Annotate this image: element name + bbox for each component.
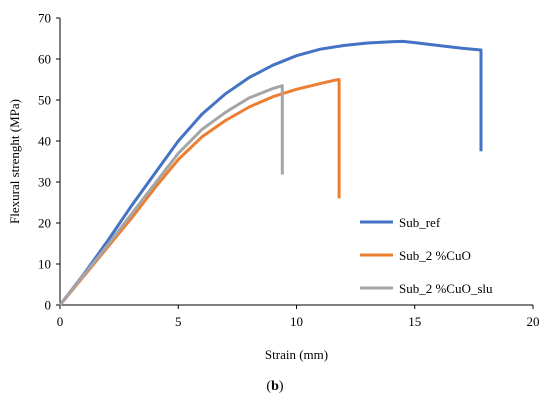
caption-letter: b (271, 379, 279, 394)
y-tick-label: 40 (38, 134, 51, 149)
y-axis-title: Flexural strenght (MPa) (7, 99, 22, 224)
y-tick-label: 50 (38, 93, 51, 108)
flexural-strength-chart: 0 5 10 15 20 0 10 20 30 40 50 60 70 Strain (mm) Flexur… (7, 11, 540, 363)
x-tick-label: 20 (527, 314, 540, 329)
series-layer (58, 39, 483, 306)
series-line-1 (58, 39, 483, 306)
caption-close: ) (278, 379, 284, 394)
x-tick-label: 5 (175, 314, 182, 329)
x-tick-label: 15 (408, 314, 421, 329)
y-tick-label: 10 (38, 257, 51, 272)
legend: Sub_ref Sub_2 %CuO Sub_2 %CuO_slu (360, 215, 493, 296)
y-tick-label: 60 (38, 52, 51, 67)
series-line-3 (58, 84, 284, 306)
legend-label: Sub_ref (399, 215, 441, 230)
y-tick-label: 20 (38, 216, 51, 231)
legend-label: Sub_2 %CuO_slu (399, 281, 493, 296)
y-tick-label: 30 (38, 175, 51, 190)
x-axis-title: Strain (mm) (265, 347, 328, 362)
x-tick-label: 10 (290, 314, 303, 329)
x-tick-label: 0 (57, 314, 64, 329)
caption-open: ( (266, 379, 272, 394)
y-tick-label: 0 (45, 298, 52, 313)
legend-label: Sub_2 %CuO (399, 248, 471, 263)
y-tick-label: 70 (38, 11, 51, 26)
figure-caption: (b) (0, 379, 550, 395)
series-line-2 (58, 78, 341, 306)
axes: 0 5 10 15 20 0 10 20 30 40 50 60 70 Strain (mm) Flexur… (7, 11, 540, 363)
